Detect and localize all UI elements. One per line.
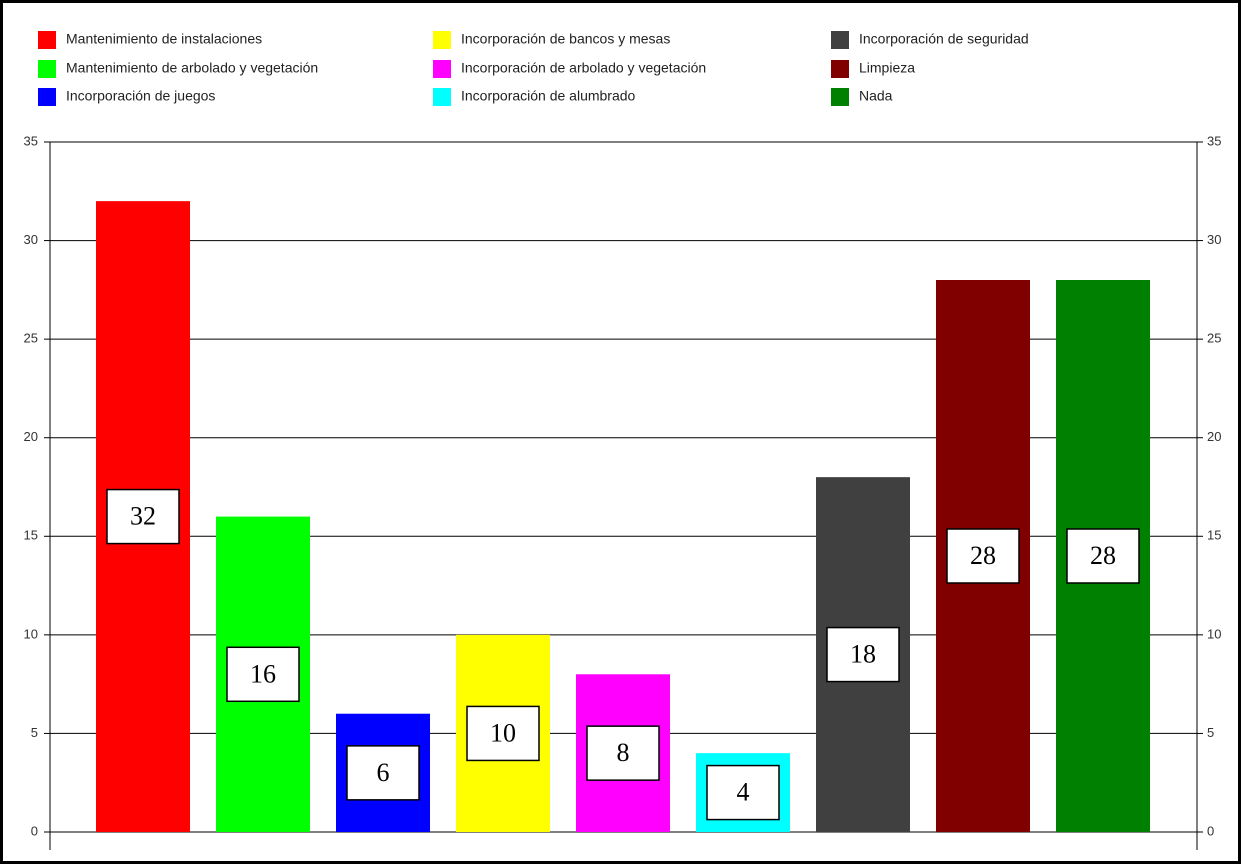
- y2-tick-label: 20: [1207, 429, 1221, 444]
- data-label-box: [706, 764, 780, 821]
- data-label: 16: [250, 659, 276, 688]
- legend-swatch: [433, 31, 451, 49]
- y2-tick-label: 35: [1207, 133, 1221, 148]
- legend-swatch: [831, 60, 849, 78]
- data-label-box: [466, 705, 540, 762]
- data-label: 18: [850, 640, 876, 669]
- data-label-box: [106, 488, 180, 545]
- legend-label: Incorporación de bancos y mesas: [461, 31, 670, 47]
- y2-tick-label: 30: [1207, 232, 1221, 247]
- data-label: 10: [490, 718, 516, 747]
- legend-swatch: [831, 88, 849, 106]
- y2-tick-label: 10: [1207, 626, 1221, 641]
- y2-tick-label: 15: [1207, 528, 1221, 543]
- data-label-box: [346, 745, 420, 801]
- legend-swatch: [433, 88, 451, 106]
- data-label: 32: [130, 502, 156, 531]
- y2-tick-label: 5: [1207, 725, 1214, 740]
- y-tick-label: 5: [31, 725, 38, 740]
- y-tick-label: 30: [24, 232, 38, 247]
- legend-swatch: [433, 60, 451, 78]
- y-tick-label: 25: [24, 331, 38, 346]
- data-label: 4: [737, 778, 750, 807]
- y2-tick-label: 0: [1207, 823, 1214, 838]
- legend-label: Incorporación de juegos: [66, 88, 215, 104]
- legend-label: Limpieza: [859, 60, 915, 76]
- legend-label: Nada: [859, 88, 893, 104]
- data-label: 6: [377, 758, 390, 787]
- data-label-box: [1066, 528, 1140, 584]
- y-tick-label: 35: [24, 133, 38, 148]
- data-label: 28: [1090, 541, 1116, 570]
- legend-swatch: [38, 88, 56, 106]
- y-tick-label: 20: [24, 429, 38, 444]
- data-label: 28: [970, 541, 996, 570]
- legend-swatch: [38, 31, 56, 49]
- data-label: 8: [617, 738, 630, 767]
- y2-tick-label: 25: [1207, 331, 1221, 346]
- legend-label: Mantenimiento de arbolado y vegetación: [66, 60, 318, 76]
- legend-label: Incorporación de seguridad: [859, 31, 1029, 47]
- legend-label: Incorporación de alumbrado: [461, 88, 636, 104]
- legend-label: Incorporación de arbolado y vegetación: [461, 60, 706, 76]
- legend-label: Mantenimiento de instalaciones: [66, 31, 262, 47]
- y-tick-label: 10: [24, 626, 38, 641]
- data-label-box: [586, 725, 660, 781]
- y-tick-label: 15: [24, 528, 38, 543]
- data-label-box: [946, 528, 1020, 584]
- legend-swatch: [831, 31, 849, 49]
- y-tick-label: 0: [31, 823, 38, 838]
- data-label-box: [226, 646, 300, 703]
- legend-swatch: [38, 60, 56, 78]
- data-label-box: [826, 626, 900, 683]
